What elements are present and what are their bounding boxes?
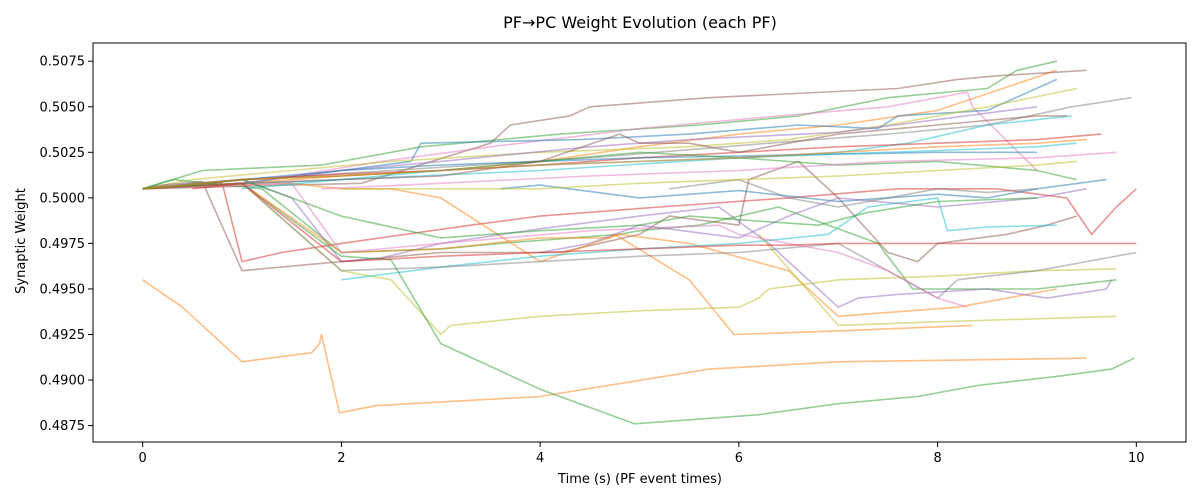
series-line-19 (142, 279, 1087, 414)
x-tick-label: 0 (139, 451, 147, 466)
series-line-28 (192, 182, 1137, 263)
series-line-23 (142, 182, 1137, 299)
series-line-20 (142, 182, 1135, 425)
series-line-33 (142, 115, 1067, 190)
y-tick-label: 0.4950 (40, 282, 86, 297)
series-line-3 (142, 69, 1087, 190)
series-line-7 (142, 87, 1077, 190)
series-line-35 (142, 138, 1087, 190)
x-tick-label: 10 (1128, 451, 1145, 466)
y-axis-title: Synaptic Weight (14, 188, 29, 294)
y-tick-label: 0.4900 (40, 374, 86, 389)
y-tick-label: 0.5025 (40, 146, 86, 161)
series-line-4 (142, 91, 1038, 190)
y-tick-label: 0.5075 (40, 55, 86, 70)
series-line-1 (142, 60, 1057, 190)
series-line-9 (142, 106, 1038, 190)
series-line-14 (142, 178, 1117, 290)
series-layer (142, 60, 1137, 425)
series-line-24 (142, 182, 968, 308)
series-line-2 (142, 69, 1058, 190)
series-line-11 (142, 151, 1037, 190)
series-line-31 (321, 151, 1117, 190)
x-tick-label: 6 (735, 451, 743, 466)
y-tick-label: 0.5000 (40, 191, 86, 206)
x-axis: 0 2 4 6 8 10 (139, 442, 1145, 466)
series-line-26 (500, 178, 1107, 203)
series-line-13 (142, 182, 1137, 263)
x-tick-label: 2 (337, 451, 345, 466)
y-tick-label: 0.5050 (40, 100, 86, 115)
y-axis: 0.4875 0.4900 0.4925 0.4950 0.4975 0.5000 0.50… (40, 55, 93, 434)
series-line-32 (341, 160, 1077, 190)
series-line-21 (142, 182, 973, 336)
chart-title: PF→PC Weight Evolution (each PF) (503, 13, 777, 32)
series-line-22 (758, 233, 1117, 327)
y-tick-label: 0.4875 (40, 419, 86, 434)
series-line-18 (341, 197, 1057, 281)
x-axis-title: Time (s) (PF event times) (557, 472, 722, 487)
series-line-17 (142, 182, 1117, 336)
y-tick-label: 0.4975 (40, 237, 86, 252)
x-tick-label: 8 (933, 451, 941, 466)
x-tick-label: 4 (536, 451, 544, 466)
y-tick-label: 0.4925 (40, 328, 86, 343)
series-line-27 (539, 188, 1087, 254)
plot-frame (92, 42, 1187, 443)
